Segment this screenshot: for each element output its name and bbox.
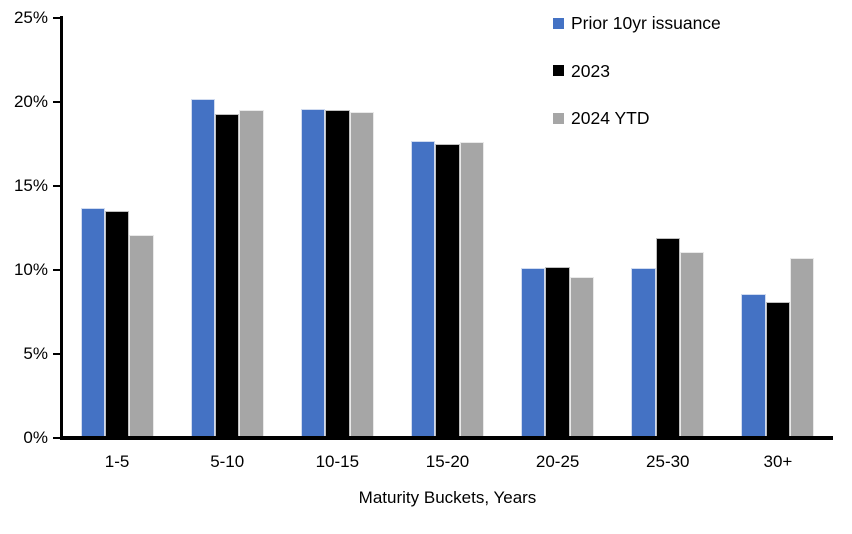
bar — [765, 301, 791, 438]
bar — [679, 251, 705, 438]
y-tick — [53, 185, 61, 188]
legend: Prior 10yr issuance 2023 2024 YTD — [553, 12, 721, 155]
x-category-label: 25-30 — [646, 452, 690, 471]
bar — [80, 207, 105, 438]
bar — [655, 238, 680, 438]
bar — [569, 276, 595, 438]
bar — [129, 234, 154, 438]
legend-label-prior-10yr-issuance: Prior 10yr issuance — [571, 13, 721, 33]
y-tick — [53, 353, 61, 356]
x-category-label: 30+ — [763, 452, 793, 471]
y-tick-label: 10% — [13, 260, 48, 279]
x-category-label: 5-10 — [210, 452, 245, 471]
y-tick-label: 5% — [23, 344, 48, 363]
bar — [459, 142, 484, 438]
legend-label-2023: 2023 — [571, 60, 610, 81]
legend-swatch-prior-10yr-issuance — [553, 17, 564, 29]
y-tick-label: 15% — [13, 176, 48, 195]
x-axis-title: Maturity Buckets, Years — [358, 488, 537, 507]
bar — [435, 144, 460, 438]
bar — [104, 211, 130, 438]
x-axis-line — [60, 436, 833, 440]
y-tick — [53, 437, 61, 440]
bar — [411, 140, 436, 438]
y-tick — [53, 101, 61, 104]
bar — [631, 268, 656, 438]
x-category-label: 15-20 — [425, 452, 470, 471]
y-axis-line — [60, 16, 63, 439]
bar — [215, 113, 240, 438]
bar — [545, 266, 570, 438]
legend-item-2023: 2023 — [553, 60, 721, 82]
x-category-label: 1-5 — [104, 452, 130, 471]
y-tick-label: 20% — [13, 92, 48, 111]
y-tick-label: 0% — [23, 428, 48, 447]
y-tick — [53, 269, 61, 272]
bar — [521, 268, 546, 438]
y-tick-label: 25% — [13, 8, 48, 27]
bar — [300, 108, 326, 438]
legend-swatch-2023 — [553, 65, 564, 76]
bar — [349, 112, 374, 438]
bar — [190, 98, 216, 438]
legend-swatch-2024-ytd — [553, 112, 564, 124]
y-tick — [53, 17, 61, 20]
bar — [741, 293, 766, 438]
bar — [239, 110, 264, 438]
bar — [325, 110, 350, 438]
x-category-label: 10-15 — [315, 452, 360, 471]
legend-item-prior-10yr-issuance: Prior 10yr issuance — [553, 12, 721, 34]
legend-label-2024-ytd: 2024 YTD — [571, 108, 650, 128]
x-category-label: 20-25 — [535, 452, 580, 471]
legend-item-2024-ytd: 2024 YTD — [553, 107, 721, 129]
bar — [790, 258, 815, 438]
